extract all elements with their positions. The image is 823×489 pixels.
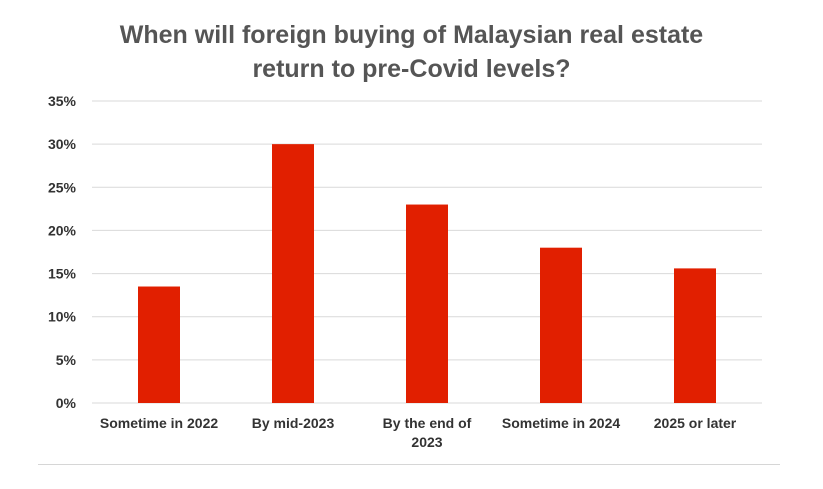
y-tick-label: 15% <box>48 266 77 282</box>
x-tick-label: By the end of 2023 <box>383 415 472 450</box>
bar <box>674 268 716 403</box>
bottom-divider <box>38 464 780 465</box>
bar <box>138 286 180 403</box>
chart-title-line-2: return to pre-Covid levels? <box>252 55 571 83</box>
y-tick-label: 30% <box>48 136 77 152</box>
y-tick-label: 0% <box>56 395 77 411</box>
x-tick-label: 2025 or later <box>654 415 737 431</box>
x-tick-label: By mid-2023 <box>252 415 335 431</box>
y-axis-tick-labels: 0% 5% 10% 15% 20% 25% 30% 35% <box>48 93 77 411</box>
bar <box>406 204 448 403</box>
y-tick-label: 25% <box>48 179 77 195</box>
bars <box>138 144 716 403</box>
x-tick-label: Sometime in 2024 <box>502 415 620 431</box>
y-tick-label: 20% <box>48 222 77 238</box>
y-tick-label: 5% <box>56 352 77 368</box>
y-tick-label: 35% <box>48 93 77 109</box>
x-tick-label: Sometime in 2022 <box>100 415 218 431</box>
bar <box>272 144 314 403</box>
y-tick-label: 10% <box>48 309 77 325</box>
chart-title-line-1: When will foreign buying of Malaysian re… <box>119 21 704 49</box>
x-axis-tick-labels: Sometime in 2022 By mid-2023 By the end of… <box>100 415 737 450</box>
bar <box>540 247 582 403</box>
chart-title: When will foreign buying of Malaysian re… <box>0 18 823 86</box>
